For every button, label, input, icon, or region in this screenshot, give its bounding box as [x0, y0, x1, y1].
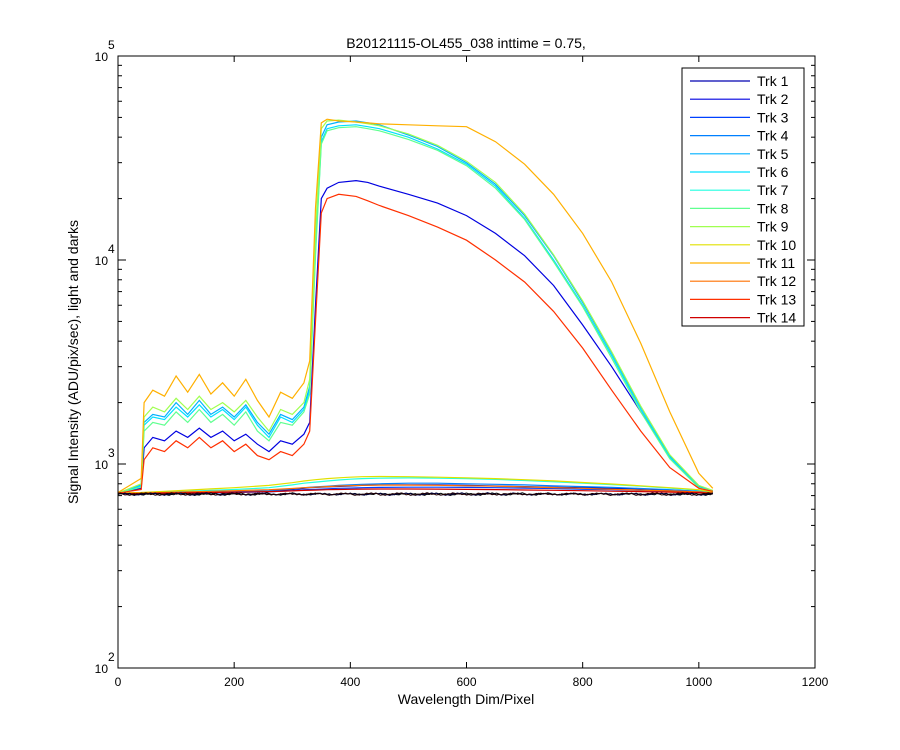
- series-line-11: [117, 118, 714, 494]
- x-tick-label: 1200: [802, 675, 829, 689]
- legend-label: Trk 6: [757, 164, 789, 180]
- chart-title: B20121115-OL455_038 inttime = 0.75,: [346, 35, 586, 51]
- y-tick-exponent: 3: [108, 446, 115, 460]
- series-line-13: [117, 193, 713, 494]
- y-tick-label: 10: [95, 254, 109, 268]
- legend-label: Trk 2: [757, 91, 789, 107]
- x-tick-label: 400: [340, 675, 360, 689]
- series-line-14: [117, 488, 713, 495]
- x-tick-label: 0: [115, 675, 122, 689]
- series-line-12: [117, 484, 713, 494]
- legend-label: Trk 3: [757, 109, 789, 125]
- series-line-8: [117, 126, 713, 494]
- y-tick-label: 10: [95, 50, 109, 64]
- legend: Trk 1 Trk 2 Trk 3 Trk 4 Trk 5 Trk 6 Trk 7 Trk 8…: [681, 67, 805, 327]
- series-line-10: [117, 475, 713, 494]
- legend-label: Trk 8: [757, 200, 789, 216]
- y-tick-label: 10: [95, 662, 109, 676]
- series-line-9: [117, 119, 714, 494]
- y-tick-exponent: 4: [108, 242, 115, 256]
- legend-label: Trk 9: [757, 219, 789, 235]
- legend-label: Trk 10: [757, 237, 796, 253]
- x-axis-ticks: 0 200 400 600 800 1000 1200: [115, 56, 829, 689]
- y-tick-label: 10: [95, 458, 109, 472]
- x-axis-label: Wavelength Dim/Pixel: [398, 691, 534, 707]
- y-tick-exponent: 2: [108, 650, 115, 664]
- dark-frame-lines: [117, 492, 714, 497]
- legend-label: Trk 4: [757, 128, 789, 144]
- legend-label: Trk 11: [757, 255, 795, 271]
- series-line-7: [117, 477, 713, 494]
- series-layer: [117, 118, 714, 495]
- legend-label: Trk 13: [757, 291, 796, 307]
- dark-frame-line: [117, 492, 713, 497]
- x-tick-label: 800: [573, 675, 593, 689]
- y-tick-exponent: 5: [108, 38, 115, 52]
- legend-label: Trk 5: [757, 146, 789, 162]
- legend-label: Trk 7: [757, 182, 789, 198]
- legend-label: Trk 14: [757, 310, 796, 326]
- legend-label: Trk 12: [757, 273, 796, 289]
- legend-box: [681, 67, 805, 327]
- y-axis-label: Signal Intensity (ADU/pix/sec), light an…: [65, 220, 81, 504]
- legend-label: Trk 1: [757, 73, 789, 89]
- x-tick-label: 1000: [685, 675, 712, 689]
- x-tick-label: 200: [224, 675, 244, 689]
- x-tick-label: 600: [456, 675, 476, 689]
- series-line-2: [117, 179, 713, 494]
